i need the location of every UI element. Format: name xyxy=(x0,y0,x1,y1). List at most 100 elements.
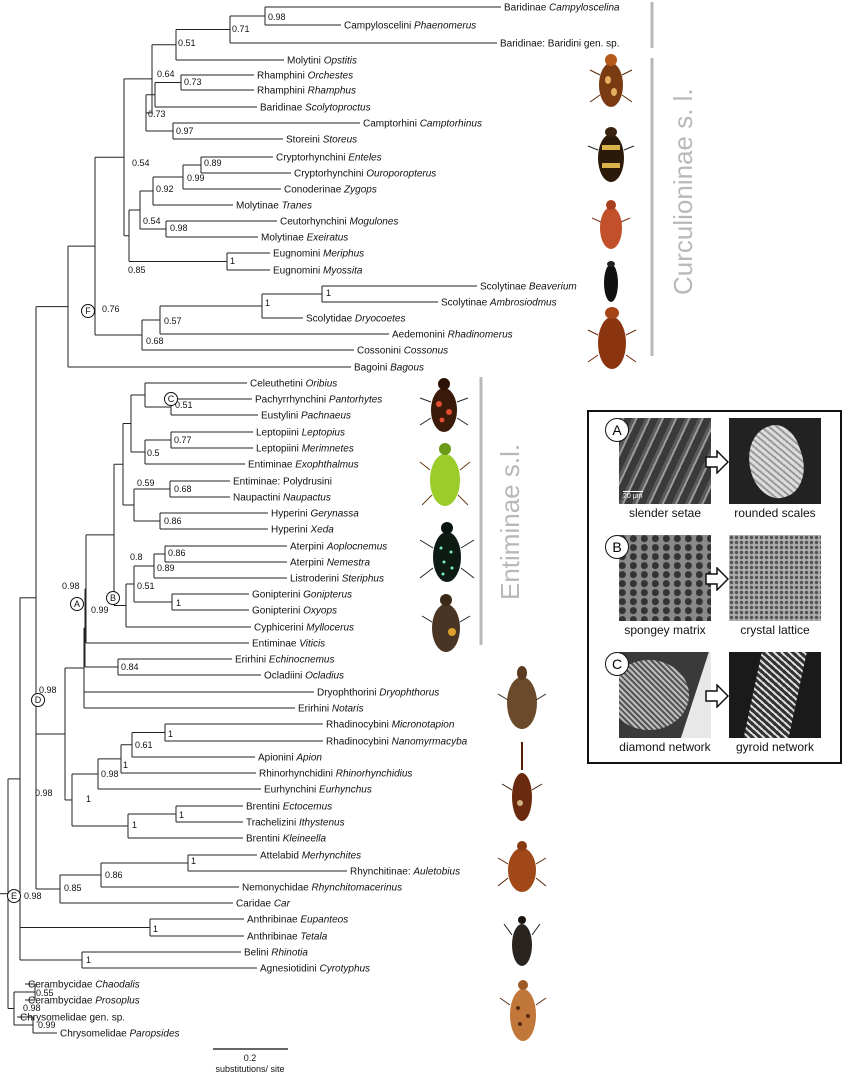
taxon-group: Bagoini xyxy=(354,363,390,374)
taxon-label-tranes: Molytinae Tranes xyxy=(236,201,312,212)
micrograph-spongey-matrix xyxy=(619,535,711,621)
taxon-genus: Dryocoetes xyxy=(355,314,406,325)
support-value: 1 xyxy=(176,598,181,608)
beetle-photo-cossonus xyxy=(587,307,637,369)
node-letter: F xyxy=(85,306,91,316)
micrograph-scale-label: 20 μm xyxy=(623,491,643,500)
taxon-group: Hyperini xyxy=(271,509,310,520)
taxon-group: Chrysomelidae gen. sp. xyxy=(20,1013,125,1024)
taxon-group: Scolytidae xyxy=(306,314,355,325)
taxon-label-ambrosiodmus: Scolytinae Ambrosiodmus xyxy=(441,298,557,309)
taxon-genus: Beaverium xyxy=(529,282,577,293)
taxon-group: Camptorhini xyxy=(363,119,420,130)
taxon-label-viticis: Entiminae Viticis xyxy=(252,639,325,650)
support-value: 1 xyxy=(191,856,196,866)
taxon-genus: Meriphus xyxy=(323,249,364,260)
taxon-genus: Scolytoproctus xyxy=(305,103,371,114)
taxon-genus: Xeda xyxy=(309,525,334,536)
support-value: 0.85 xyxy=(128,265,146,275)
taxon-group: Ceutorhynchini xyxy=(280,217,349,228)
clade-label-curculioninae: Curculioninae s. l. xyxy=(668,88,698,295)
support-value: 0.8 xyxy=(130,552,143,562)
beetle-photo-dryophthorus xyxy=(497,666,547,729)
taxon-label-echinocnemus: Erirhini Echinocnemus xyxy=(235,655,335,666)
taxon-label-phaenomerus: Campyloscelini Phaenomerus xyxy=(344,21,476,32)
taxon-label-ocladius: Ocladiini Ocladius xyxy=(264,671,344,682)
taxon-genus: Cossonus xyxy=(404,346,448,357)
node-marker-f: F xyxy=(81,304,95,318)
taxon-genus: Dryophthorus xyxy=(379,688,439,699)
support-value: 0.98 xyxy=(62,581,80,591)
taxon-label-merhynchites: Attelabid Merhynchites xyxy=(260,851,361,862)
taxon-group: Entiminae xyxy=(248,460,295,471)
beetle-photo-aterpini xyxy=(419,522,475,582)
taxon-group: Eugnomini xyxy=(273,249,323,260)
taxon-group: Aterpini xyxy=(290,542,327,553)
taxon-genus: Nemestra xyxy=(327,558,371,569)
beetle-photo-orchestes xyxy=(589,54,633,107)
taxon-label-meriphus: Eugnomini Meriphus xyxy=(273,249,364,260)
node-marker-c: C xyxy=(164,392,178,406)
taxon-group: Entiminae xyxy=(252,639,299,650)
taxon-label-oribius: Celeuthetini Oribius xyxy=(250,379,337,390)
taxon-label-cossonus: Cossonini Cossonus xyxy=(357,346,448,357)
support-value: 1 xyxy=(265,298,270,308)
taxon-genus: Orchestes xyxy=(308,71,354,82)
node-marker-e: E xyxy=(7,889,21,903)
taxon-label-rhinorhynchidius: Rhinorhynchidini Rhinorhynchidius xyxy=(259,769,412,780)
node-letter: E xyxy=(11,891,17,901)
taxon-label-pachnaeus: Eustylini Pachnaeus xyxy=(261,411,351,422)
taxon-genus: Viticis xyxy=(299,639,325,650)
taxon-group: Rhynchitinae: xyxy=(350,867,413,878)
taxon-label-notaris: Erirhini Notaris xyxy=(298,704,364,715)
taxon-label-camptorhinus: Camptorhini Camptorhinus xyxy=(363,119,482,130)
support-value: 0.61 xyxy=(135,740,153,750)
taxon-group: Cryptorhynchini xyxy=(276,153,348,164)
taxon-group: Cyphicerini xyxy=(254,623,306,634)
support-value: 0.5 xyxy=(147,448,160,458)
micrograph-crystal-lattice xyxy=(729,535,821,621)
taxon-label-leptopius: Leptopiini Leptopius xyxy=(256,428,345,439)
taxon-genus: Apion xyxy=(295,753,322,764)
support-value: 0.54 xyxy=(132,158,150,168)
inset-panel-c: C diamond network gyroid network xyxy=(589,648,840,760)
taxon-label-rhinotia: Belini Rhinotia xyxy=(244,948,308,959)
support-value: 1 xyxy=(179,810,184,820)
taxon-genus: Myossita xyxy=(323,266,363,277)
panel-letter-c: C xyxy=(605,652,629,676)
taxon-genus: Ectocemus xyxy=(283,802,332,813)
taxon-label-beaverium: Scolytinae Beaverium xyxy=(480,282,577,293)
taxon-group: Belini xyxy=(244,948,271,959)
support-value: 0.99 xyxy=(38,1020,56,1030)
support-value: 0.68 xyxy=(146,336,164,346)
taxon-label-opstitis: Molytini Opstitis xyxy=(287,56,357,67)
support-value: 0.64 xyxy=(157,69,175,79)
beetle-photos xyxy=(419,54,637,1041)
caption-slender-setae: slender setae xyxy=(628,506,702,520)
taxon-genus: Leptopius xyxy=(302,428,345,439)
taxon-group: Conoderinae xyxy=(284,185,344,196)
beetle-photo-enteles xyxy=(587,127,635,182)
taxon-genus: Bagous xyxy=(390,363,424,374)
support-value: 0.89 xyxy=(204,158,222,168)
support-value: 0.98 xyxy=(35,788,53,798)
support-value: 0.84 xyxy=(121,662,139,672)
support-value: 0.76 xyxy=(102,304,120,314)
caption-gyroid-network: gyroid network xyxy=(735,740,815,754)
support-value: 1 xyxy=(86,955,91,965)
taxon-genus: Exeiratus xyxy=(307,233,349,244)
taxon-label-gonipterus: Gonipterini Gonipterus xyxy=(252,590,352,601)
taxon-group: Molytinae xyxy=(261,233,307,244)
tree-branches xyxy=(0,6,501,1034)
taxon-group: Erirhini xyxy=(298,704,332,715)
taxon-genus: Campyloscelina xyxy=(549,3,620,14)
taxon-genus: Naupactus xyxy=(283,493,331,504)
support-values: 0.980.710.510.640.730.730.970.54 0.890.99… xyxy=(23,12,331,1030)
taxon-genus: Micronotapion xyxy=(392,720,455,731)
taxon-label-orchestes: Rhamphini Orchestes xyxy=(257,71,353,82)
taxon-genus: Exophthalmus xyxy=(295,460,358,471)
support-value: 1 xyxy=(326,288,331,298)
taxon-genus: Kleineella xyxy=(283,834,327,845)
inset-panel-a: A 20 μm slender setae rounded scales xyxy=(589,414,840,526)
taxon-genus: Rhamphus xyxy=(308,86,356,97)
